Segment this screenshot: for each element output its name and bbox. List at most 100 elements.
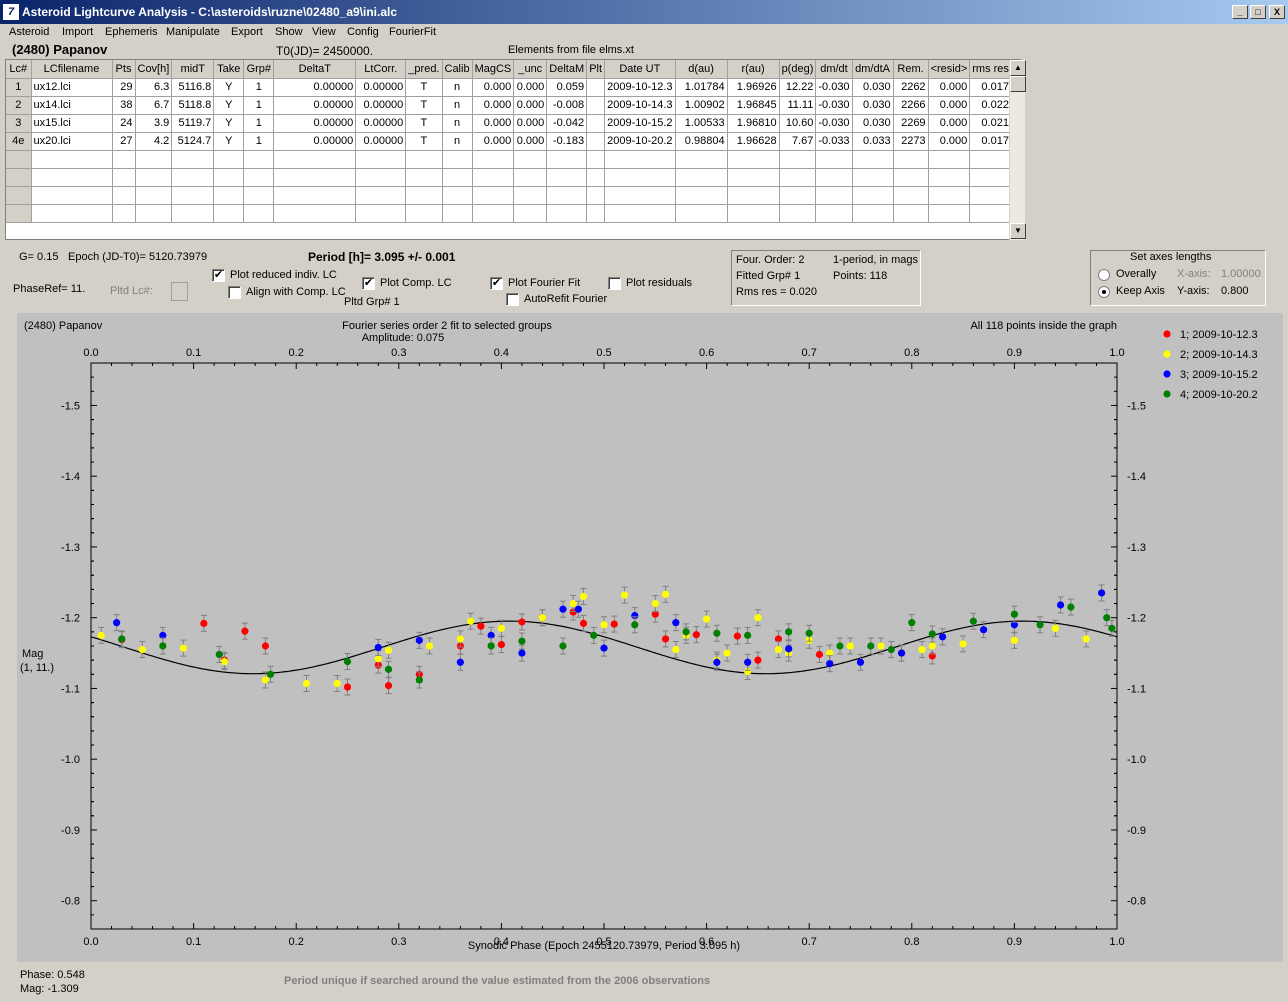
table-cell[interactable] — [604, 168, 676, 187]
table-cell[interactable]: 5116.8 — [171, 78, 215, 97]
maximize-button[interactable]: □ — [1250, 5, 1266, 19]
table-cell[interactable] — [675, 150, 728, 169]
table-cell[interactable]: 6.3 — [135, 78, 173, 97]
table-cell[interactable]: 5124.7 — [171, 132, 215, 151]
table-cell[interactable] — [135, 204, 173, 223]
column-header[interactable]: Cov[h] — [135, 60, 173, 79]
column-header[interactable]: Take — [213, 60, 245, 79]
table-cell[interactable]: 6.7 — [135, 96, 173, 115]
table-cell[interactable] — [928, 168, 971, 187]
table-cell[interactable]: Y — [213, 78, 245, 97]
table-cell[interactable]: 0.000 — [472, 78, 515, 97]
table-cell[interactable]: 0.00000 — [355, 96, 407, 115]
table-cell[interactable] — [355, 204, 407, 223]
menu-show[interactable]: Show — [275, 26, 303, 38]
empty-table-row[interactable] — [6, 186, 1012, 205]
table-cell[interactable]: 2009-10-20.2 — [604, 132, 676, 151]
table-cell[interactable]: 0.000 — [928, 78, 971, 97]
table-cell[interactable]: 0.030 — [852, 96, 894, 115]
table-cell[interactable]: n — [442, 114, 473, 133]
table-cell[interactable]: 7.67 — [779, 132, 817, 151]
table-cell[interactable]: T — [405, 78, 443, 97]
row-header[interactable]: 1 — [6, 78, 32, 97]
close-button[interactable]: X — [1269, 5, 1285, 19]
overally-label[interactable]: Overally — [1116, 268, 1157, 280]
table-cell[interactable] — [779, 168, 817, 187]
table-scrollbar[interactable]: ▲ ▼ — [1009, 60, 1026, 240]
table-cell[interactable] — [546, 150, 588, 169]
table-cell[interactable] — [213, 186, 245, 205]
menu-view[interactable]: View — [312, 26, 336, 38]
menu-import[interactable]: Import — [62, 26, 94, 38]
table-cell[interactable]: 0.000 — [513, 132, 548, 151]
table-cell[interactable] — [928, 186, 971, 205]
table-cell[interactable] — [513, 168, 548, 187]
table-cell[interactable]: 10.60 — [779, 114, 817, 133]
table-cell[interactable]: 0.000 — [928, 96, 971, 115]
table-cell[interactable]: 1.96628 — [727, 132, 780, 151]
table-cell[interactable] — [604, 186, 676, 205]
table-cell[interactable] — [727, 150, 780, 169]
table-cell[interactable]: 0.022 — [969, 96, 1012, 115]
table-cell[interactable] — [893, 168, 929, 187]
table-cell[interactable]: 0.00000 — [355, 132, 407, 151]
autorefit-checkbox[interactable] — [506, 293, 519, 306]
table-cell[interactable] — [112, 204, 136, 223]
table-cell[interactable]: 0.000 — [513, 78, 548, 97]
table-cell[interactable]: 2269 — [893, 114, 929, 133]
table-cell[interactable]: T — [405, 114, 443, 133]
table-cell[interactable]: ux20.lci — [31, 132, 113, 151]
table-cell[interactable] — [779, 150, 817, 169]
table-cell[interactable]: -0.042 — [546, 114, 588, 133]
table-cell[interactable] — [586, 114, 606, 133]
table-cell[interactable] — [779, 186, 817, 205]
table-cell[interactable]: 0.00000 — [273, 132, 357, 151]
table-cell[interactable] — [472, 150, 515, 169]
column-header[interactable]: LCfilename — [31, 60, 113, 79]
table-cell[interactable] — [273, 186, 357, 205]
column-header[interactable]: DeltaM — [546, 60, 588, 79]
table-cell[interactable] — [31, 186, 113, 205]
table-cell[interactable] — [604, 204, 676, 223]
table-cell[interactable] — [355, 186, 407, 205]
table-cell[interactable]: 0.030 — [852, 78, 894, 97]
table-cell[interactable] — [405, 168, 443, 187]
column-header[interactable]: Lc# — [6, 60, 32, 79]
column-header[interactable]: _pred. — [405, 60, 443, 79]
table-cell[interactable]: 0.059 — [546, 78, 588, 97]
table-cell[interactable] — [969, 168, 1012, 187]
table-cell[interactable] — [442, 186, 473, 205]
table-cell[interactable] — [213, 168, 245, 187]
autorefit-label[interactable]: AutoRefit Fourier — [524, 293, 608, 305]
table-cell[interactable] — [135, 186, 173, 205]
plot-comp-label[interactable]: Plot Comp. LC — [380, 277, 452, 289]
table-cell[interactable] — [273, 168, 357, 187]
table-cell[interactable] — [273, 150, 357, 169]
table-cell[interactable] — [779, 204, 817, 223]
table-cell[interactable] — [675, 204, 728, 223]
table-cell[interactable] — [171, 204, 215, 223]
table-cell[interactable]: 1 — [243, 78, 275, 97]
table-cell[interactable]: n — [442, 96, 473, 115]
lightcurve-plot-area[interactable]: (2480) Papanov Fourier series order 2 fi… — [17, 313, 1283, 962]
table-cell[interactable]: 5119.7 — [171, 114, 215, 133]
table-cell[interactable] — [442, 150, 473, 169]
table-cell[interactable]: 0.000 — [472, 132, 515, 151]
table-cell[interactable]: -0.033 — [815, 132, 853, 151]
table-cell[interactable]: 0.00000 — [273, 96, 357, 115]
table-cell[interactable] — [893, 186, 929, 205]
table-cell[interactable] — [405, 150, 443, 169]
table-cell[interactable]: -0.030 — [815, 114, 853, 133]
table-cell[interactable]: 0.000 — [513, 114, 548, 133]
keep-axis-label[interactable]: Keep Axis — [1116, 285, 1165, 297]
table-cell[interactable] — [513, 186, 548, 205]
table-cell[interactable] — [355, 168, 407, 187]
table-cell[interactable] — [893, 204, 929, 223]
table-cell[interactable]: ux15.lci — [31, 114, 113, 133]
table-cell[interactable] — [586, 78, 606, 97]
table-cell[interactable]: 0.033 — [852, 132, 894, 151]
table-cell[interactable]: 2009-10-12.3 — [604, 78, 676, 97]
table-cell[interactable]: 2273 — [893, 132, 929, 151]
